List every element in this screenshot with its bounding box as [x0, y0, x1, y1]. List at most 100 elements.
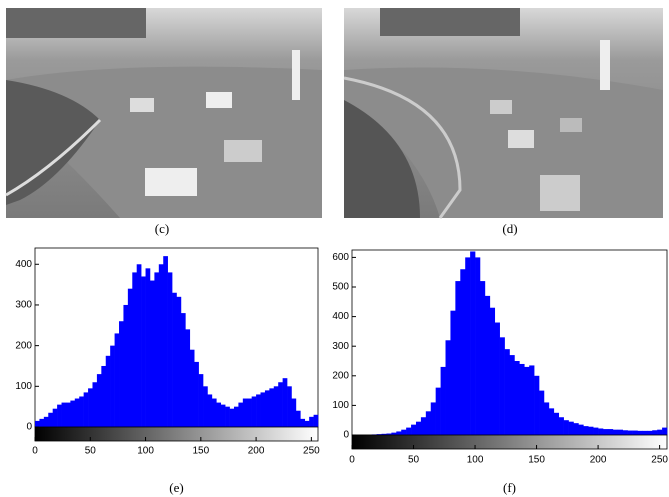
bar — [539, 390, 545, 435]
bar — [411, 424, 417, 435]
bar — [617, 429, 624, 435]
bar — [578, 424, 584, 435]
bar — [264, 390, 270, 427]
bar — [149, 280, 155, 427]
bar — [460, 269, 466, 435]
bar — [406, 427, 412, 435]
bar — [479, 281, 486, 435]
bar — [309, 416, 314, 427]
bar — [657, 429, 663, 435]
bar — [105, 355, 111, 427]
bar — [642, 430, 648, 435]
bar — [583, 426, 589, 435]
x-tick-label: 50 — [408, 455, 420, 466]
bar — [260, 392, 266, 427]
bar — [176, 296, 182, 427]
bar — [304, 420, 310, 427]
bar — [158, 264, 164, 427]
bar — [504, 349, 510, 435]
y-tick-label: 600 — [332, 252, 349, 263]
caption: (f) — [503, 480, 516, 495]
y-tick-label: 100 — [15, 381, 32, 392]
x-tick-label: 200 — [248, 446, 265, 457]
x-tick-label: 100 — [467, 455, 484, 466]
bar — [238, 402, 244, 427]
bar — [52, 408, 58, 427]
bar — [593, 427, 599, 435]
bar — [48, 412, 53, 427]
bar — [189, 349, 195, 427]
bar — [300, 418, 306, 427]
bar — [57, 404, 62, 427]
bar — [489, 307, 496, 435]
x-tick-label: 0 — [32, 446, 38, 457]
y-tick-label: 100 — [332, 400, 349, 411]
bar — [295, 410, 301, 427]
bar — [251, 396, 257, 427]
bar — [194, 361, 199, 427]
bar — [282, 378, 288, 427]
bar — [242, 398, 248, 427]
bar — [88, 388, 93, 427]
x-tick-label: 150 — [192, 446, 209, 457]
x-tick-label: 200 — [590, 455, 607, 466]
bar — [415, 421, 422, 435]
bar — [65, 402, 71, 427]
bar — [211, 398, 217, 427]
x-tick-label: 100 — [137, 446, 154, 457]
bar — [499, 337, 505, 435]
bar — [163, 256, 168, 427]
colorbar — [351, 434, 668, 450]
bar — [662, 427, 668, 435]
bar — [475, 257, 481, 435]
bar — [127, 288, 133, 427]
bar — [278, 382, 283, 427]
bar — [92, 382, 98, 427]
x-tick-label: 250 — [651, 455, 668, 466]
bar — [79, 396, 84, 427]
y-tick-label: 500 — [332, 282, 349, 293]
y-tick-label: 0 — [343, 430, 349, 441]
bar — [558, 417, 564, 435]
bar — [61, 402, 67, 427]
colorbar — [34, 426, 319, 442]
bar — [291, 398, 297, 427]
y-tick-label: 200 — [332, 370, 349, 381]
bar — [198, 374, 204, 427]
bar — [430, 402, 436, 435]
bar — [136, 264, 142, 427]
bar — [519, 363, 525, 435]
caption: (d) — [502, 221, 517, 236]
bar — [386, 433, 392, 435]
bar — [553, 412, 560, 435]
bar — [647, 430, 653, 435]
bar — [74, 398, 80, 427]
bar — [70, 400, 76, 427]
bar — [612, 429, 619, 435]
bar — [391, 432, 397, 435]
bar — [225, 406, 230, 427]
bar — [119, 321, 124, 427]
caption: (e) — [169, 480, 183, 495]
x-tick-label: 0 — [349, 455, 355, 466]
bar — [563, 420, 569, 435]
bar — [548, 408, 555, 435]
bar — [435, 387, 441, 435]
photo-c — [5, 8, 322, 219]
bar — [598, 428, 604, 435]
bar — [132, 272, 138, 427]
bar — [440, 366, 446, 435]
bar — [141, 276, 146, 427]
bar — [114, 333, 120, 427]
bar — [568, 421, 574, 435]
bar — [524, 366, 530, 435]
bar — [401, 429, 407, 435]
bar — [534, 375, 540, 435]
x-tick-label: 50 — [85, 446, 97, 457]
bar — [622, 430, 628, 435]
bar — [445, 340, 451, 435]
bar — [632, 430, 638, 435]
bar — [96, 374, 102, 427]
bar — [484, 295, 491, 435]
